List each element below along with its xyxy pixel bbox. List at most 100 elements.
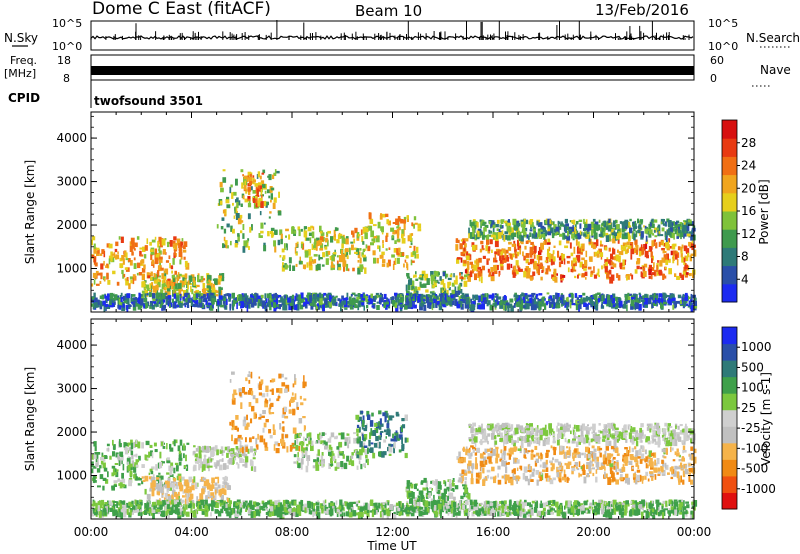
power-cell [433, 298, 436, 303]
power-cell [287, 297, 291, 303]
velocity-cell [160, 441, 164, 446]
power-cell [529, 294, 533, 297]
power-cell [486, 239, 490, 245]
power-cell [504, 255, 509, 259]
power-cell [556, 293, 560, 299]
power-cell [641, 299, 645, 302]
velocity-cell [552, 457, 554, 461]
power-cell [409, 233, 412, 241]
power-cell [460, 299, 464, 304]
velocity-cell [127, 442, 131, 446]
power-cell [448, 287, 451, 291]
power-cell [596, 292, 601, 296]
power-cell [502, 248, 506, 254]
power-cell [430, 278, 434, 282]
velocity-cell [221, 484, 226, 489]
power-cell [663, 242, 666, 247]
power-cell [235, 240, 239, 245]
power-cell [440, 293, 443, 301]
power-cell [155, 253, 160, 261]
power-cell [331, 255, 335, 262]
power-cell [529, 246, 534, 254]
velocity-cell [184, 479, 189, 485]
power-cell [196, 284, 200, 288]
velocity-cell [93, 441, 97, 447]
power-cell [273, 197, 277, 203]
power-cell [677, 246, 681, 251]
velocity-cell [283, 406, 288, 413]
velocity-cell [205, 495, 209, 500]
velocity-cell [519, 465, 522, 470]
power-cell [414, 296, 418, 301]
power-cell [269, 305, 272, 311]
power-cell [638, 292, 641, 295]
power-cell [561, 253, 565, 261]
power-cell [161, 305, 166, 311]
power-cell [387, 259, 391, 267]
power-cell [505, 257, 510, 262]
velocity-cell [211, 497, 213, 502]
power-cell [102, 300, 106, 306]
power-cell [226, 298, 228, 305]
power-cell [281, 265, 285, 272]
power-cell [224, 240, 228, 245]
power-cell [463, 260, 467, 264]
power-cell [308, 264, 313, 271]
power-cell [651, 272, 656, 275]
power-cell [296, 303, 300, 311]
power-cell [667, 302, 671, 306]
velocity-cell [563, 469, 566, 477]
power-cell [635, 244, 639, 251]
power-cell [680, 246, 682, 252]
power-cell [219, 181, 223, 188]
power-cell [413, 275, 415, 278]
power-cell [187, 280, 190, 285]
power-cell [684, 264, 689, 270]
power-cell [144, 245, 148, 251]
velocity-cell [216, 451, 219, 455]
station-title: Dome C East (fitACF) [92, 0, 271, 19]
power-cell [268, 301, 271, 308]
power-cell [194, 291, 198, 294]
power-cell [368, 295, 372, 301]
power-cell [295, 253, 298, 256]
velocity-cell [203, 480, 207, 487]
velocity-cell [135, 439, 138, 444]
power-cell [274, 292, 277, 299]
power-cell [381, 232, 384, 235]
power-cell [533, 254, 536, 259]
power-cell [91, 303, 95, 307]
power-cell [674, 224, 678, 229]
power-cell [682, 295, 686, 302]
power-cell [477, 266, 482, 270]
power-cell [369, 299, 373, 305]
power-cell [273, 240, 276, 247]
power-cell [178, 242, 181, 249]
velocity-cell [255, 413, 257, 419]
power-cell [533, 226, 536, 230]
power-cell [642, 267, 646, 274]
velocity-cell [177, 445, 181, 452]
nave-label: Nave [760, 63, 791, 77]
power-cell [469, 305, 471, 311]
power-cell [644, 293, 648, 298]
power-cell [360, 294, 364, 298]
power-cell [137, 300, 142, 307]
power-cell [565, 223, 569, 227]
power-cell [651, 223, 655, 229]
power-cell [436, 301, 440, 305]
power-cell [382, 240, 384, 244]
velocity-cell [197, 445, 201, 452]
velocity-cell [367, 414, 371, 420]
power-cell [191, 303, 196, 307]
power-cell [611, 298, 615, 304]
power-cell [294, 247, 297, 254]
power-cell [585, 298, 589, 302]
velocity-cell [538, 471, 542, 478]
power-colorbar-segment [722, 283, 737, 303]
power-cell [376, 235, 380, 243]
power-cell [621, 233, 625, 240]
velocity-cell [176, 475, 180, 481]
power-cell [176, 238, 181, 246]
power-cell [244, 180, 246, 186]
